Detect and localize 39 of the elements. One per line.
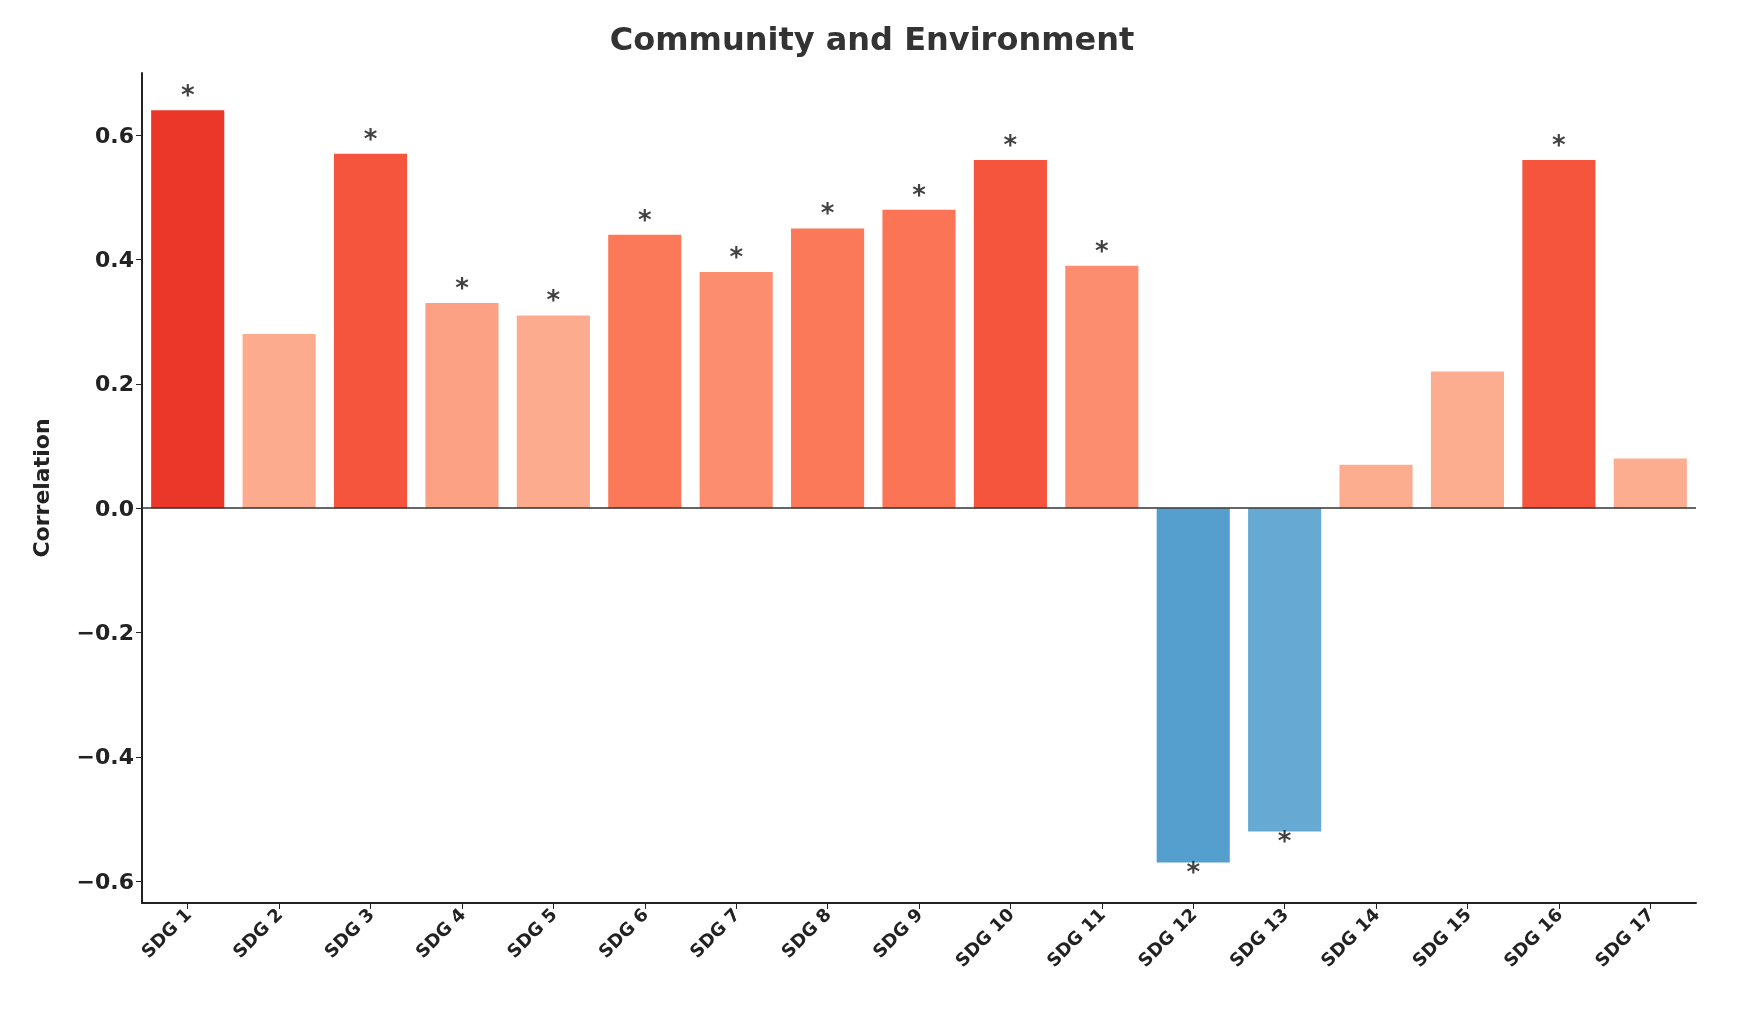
bar bbox=[516, 315, 590, 509]
bar bbox=[1065, 265, 1139, 509]
annotation: * bbox=[637, 204, 652, 235]
annotation: * bbox=[1095, 235, 1110, 266]
bar bbox=[791, 228, 865, 509]
bar bbox=[1339, 464, 1413, 509]
annotation: * bbox=[363, 123, 378, 154]
y-tick-label: 0.2 bbox=[95, 371, 134, 397]
bar bbox=[1248, 508, 1322, 832]
annotation: * bbox=[455, 273, 470, 304]
annotation: * bbox=[912, 179, 927, 210]
y-tick-label: −0.6 bbox=[76, 868, 134, 894]
bar bbox=[699, 271, 773, 509]
bar bbox=[425, 303, 499, 509]
y-tick-label: 0.0 bbox=[95, 495, 134, 521]
annotation: * bbox=[1003, 130, 1018, 161]
bar bbox=[333, 153, 408, 509]
bar bbox=[1430, 371, 1505, 509]
annotation: * bbox=[1552, 130, 1567, 161]
bar bbox=[242, 334, 316, 509]
y-tick-label: −0.4 bbox=[76, 744, 134, 770]
y-tick-label: 0.4 bbox=[95, 247, 134, 273]
annotation: * bbox=[546, 285, 561, 316]
annotation: * bbox=[1277, 825, 1292, 856]
annotation: * bbox=[729, 241, 744, 272]
y-tick-label: 0.6 bbox=[95, 122, 134, 148]
annotation: * bbox=[1186, 856, 1201, 887]
bar bbox=[1156, 508, 1230, 863]
annotation: * bbox=[820, 198, 835, 229]
chart-title: Community and Environment bbox=[609, 20, 1135, 58]
y-tick-label: −0.2 bbox=[76, 620, 134, 646]
y-axis-title: Correlation bbox=[28, 418, 54, 558]
bar bbox=[1613, 458, 1687, 509]
annotation: * bbox=[180, 80, 195, 111]
bar bbox=[1522, 160, 1596, 509]
bar bbox=[973, 160, 1047, 509]
bar bbox=[608, 234, 682, 509]
bar bbox=[151, 110, 225, 509]
bar bbox=[882, 209, 956, 509]
